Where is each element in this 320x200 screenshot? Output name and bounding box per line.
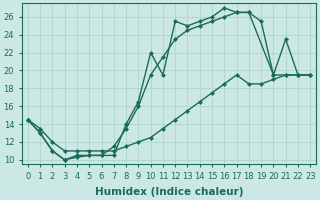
X-axis label: Humidex (Indice chaleur): Humidex (Indice chaleur) bbox=[95, 187, 243, 197]
